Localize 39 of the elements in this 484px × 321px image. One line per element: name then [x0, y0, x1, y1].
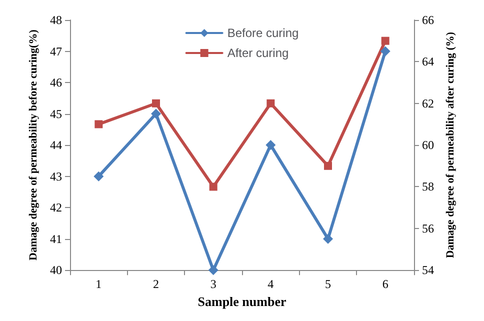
legend-label: Before curing — [227, 26, 299, 40]
y-tick-label: 47 — [50, 44, 62, 58]
y2-tick-label: 66 — [422, 13, 434, 27]
y-tick-label: 41 — [50, 232, 62, 246]
x-tick-label: 4 — [268, 277, 274, 292]
y-tick-label: 48 — [50, 13, 62, 27]
point — [151, 108, 161, 119]
x-tick-label: 3 — [210, 277, 216, 292]
point — [381, 36, 390, 45]
point — [94, 120, 103, 128]
y-tick-label: 40 — [50, 263, 62, 278]
y-tick-label: 43 — [50, 169, 62, 184]
x-axis-title: Sample number — [198, 294, 286, 309]
point — [209, 182, 218, 191]
point — [208, 265, 218, 276]
y2-tick-label: 58 — [422, 180, 434, 194]
y-tick-label: 44 — [50, 138, 62, 152]
point — [152, 99, 160, 108]
legend-label: After curing — [227, 46, 289, 60]
x-tick-label: 1 — [96, 277, 102, 292]
y-tick-label: 42 — [50, 200, 62, 215]
point — [266, 140, 276, 150]
y2-tick-label: 62 — [422, 96, 434, 110]
point — [323, 234, 333, 244]
point — [266, 99, 275, 108]
y2-tick-label: 60 — [422, 138, 434, 152]
y2-axis-title: Damage degree of permeability after curing (%) — [444, 32, 456, 258]
y-tick-label: 45 — [50, 106, 62, 121]
y2-tick-label: 56 — [422, 221, 434, 236]
x-tick-label: 2 — [153, 277, 159, 292]
point — [380, 46, 390, 56]
x-tick-label: 5 — [325, 277, 331, 292]
y2-tick-label: 64 — [422, 54, 434, 69]
point — [324, 162, 332, 170]
y-axis-title: Damage degree of permeability before curing(%) — [28, 29, 40, 260]
y2-tick-label: 54 — [422, 263, 434, 278]
point — [94, 171, 104, 182]
y-tick-label: 46 — [50, 76, 62, 90]
x-tick-label: 6 — [382, 277, 388, 292]
